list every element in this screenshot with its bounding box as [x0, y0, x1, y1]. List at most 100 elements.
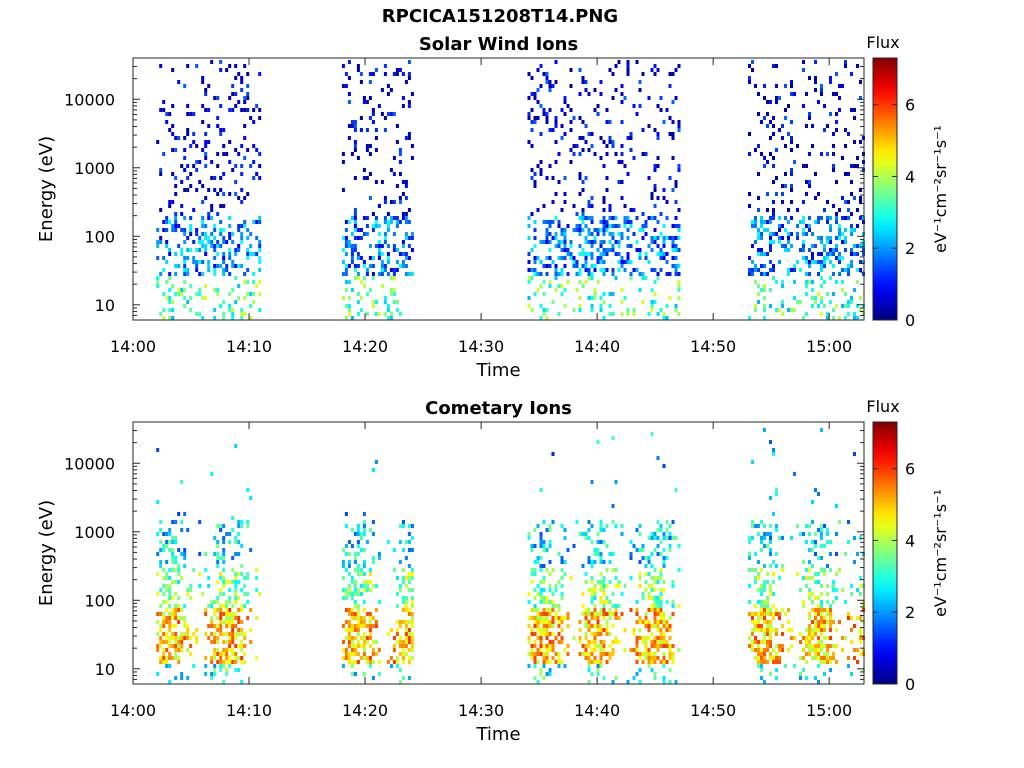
- spectrogram-cell: [674, 536, 678, 540]
- spectrogram-cell: [590, 624, 594, 628]
- spectrogram-cell: [602, 228, 606, 232]
- spectrogram-cell: [650, 656, 654, 660]
- spectrogram-cell: [165, 584, 169, 588]
- spectrogram-cell: [183, 552, 187, 556]
- spectrogram-cell: [392, 644, 396, 648]
- spectrogram-cell: [222, 660, 226, 664]
- spectrogram-cell: [790, 268, 793, 272]
- spectrogram-cell: [659, 572, 663, 576]
- spectrogram-cell: [392, 248, 396, 252]
- spectrogram-cell: [829, 240, 832, 244]
- spectrogram-cell: [225, 668, 229, 672]
- spectrogram-cell: [374, 460, 378, 464]
- spectrogram-cell: [814, 488, 817, 492]
- spectrogram-cell: [246, 92, 250, 96]
- spectrogram-cell: [647, 96, 651, 100]
- spectrogram-cell: [350, 288, 354, 292]
- spectrogram-cell: [371, 212, 375, 216]
- spectrogram-cell: [192, 164, 196, 168]
- spectrogram-cell: [641, 544, 645, 548]
- spectrogram-cell: [656, 456, 660, 460]
- spectrogram-cell: [533, 620, 537, 624]
- spectrogram-cell: [216, 636, 220, 640]
- spectrogram-cell: [365, 660, 369, 664]
- spectrogram-cell: [219, 556, 223, 560]
- spectrogram-cell: [560, 208, 564, 212]
- spectrogram-cell: [530, 276, 534, 280]
- spectrogram-cell: [542, 108, 546, 112]
- spectrogram-cell: [201, 260, 205, 264]
- spectrogram-cell: [228, 660, 232, 664]
- spectrogram-cell: [551, 568, 555, 572]
- spectrogram-cell: [398, 196, 402, 200]
- spectrogram-cell: [599, 580, 603, 584]
- spectrogram-cell: [814, 88, 817, 92]
- spectrogram-cell: [596, 672, 600, 676]
- spectrogram-cell: [407, 608, 411, 612]
- spectrogram-cell: [392, 288, 396, 292]
- spectrogram-cell: [407, 72, 411, 76]
- spectrogram-cell: [180, 288, 184, 292]
- spectrogram-cell: [605, 228, 609, 232]
- spectrogram-cell: [632, 648, 636, 652]
- spectrogram-cell: [614, 612, 618, 616]
- spectrogram-cell: [216, 580, 220, 584]
- spectrogram-cell: [228, 624, 232, 628]
- spectrogram-cell: [772, 512, 775, 516]
- spectrogram-cell: [222, 580, 226, 584]
- spectrogram-cell: [620, 236, 624, 240]
- spectrogram-cell: [596, 248, 600, 252]
- spectrogram-cell: [171, 632, 175, 636]
- spectrogram-cell: [554, 80, 558, 84]
- spectrogram-cell: [186, 236, 190, 240]
- spectrogram-cell: [647, 592, 651, 596]
- spectrogram-cell: [183, 256, 187, 260]
- spectrogram-cell: [362, 652, 366, 656]
- spectrogram-cell: [404, 212, 408, 216]
- spectrogram-cell: [820, 532, 823, 536]
- spectrogram-cell: [398, 160, 402, 164]
- spectrogram-cell: [216, 524, 220, 528]
- spectrogram-cell: [356, 312, 360, 316]
- spectrogram-cell: [802, 604, 805, 608]
- spectrogram-cell: [359, 644, 363, 648]
- spectrogram-cell: [608, 560, 612, 564]
- spectrogram-cell: [186, 624, 190, 628]
- spectrogram-cell: [781, 284, 784, 288]
- x-tick-label: 14:30: [458, 701, 504, 720]
- spectrogram-cell: [611, 216, 615, 220]
- spectrogram-cell: [410, 656, 414, 660]
- spectrogram-cell: [383, 300, 387, 304]
- spectrogram-cell: [539, 556, 543, 560]
- spectrogram-cell: [222, 260, 226, 264]
- spectrogram-cell: [590, 216, 594, 220]
- spectrogram-cell: [659, 568, 663, 572]
- spectrogram-cell: [623, 296, 627, 300]
- spectrogram-cell: [207, 84, 211, 88]
- spectrogram-cell: [599, 612, 603, 616]
- spectrogram-cell: [404, 180, 408, 184]
- spectrogram-cell: [371, 640, 375, 644]
- spectrogram-cell: [668, 532, 672, 536]
- spectrogram-cell: [787, 132, 790, 136]
- spectrogram-cell: [237, 248, 241, 252]
- spectrogram-cell: [766, 252, 769, 256]
- spectrogram-cell: [757, 588, 760, 592]
- spectrogram-cell: [662, 536, 666, 540]
- spectrogram-cell: [811, 564, 814, 568]
- spectrogram-cell: [662, 564, 666, 568]
- spectrogram-cell: [356, 588, 360, 592]
- spectrogram-cell: [386, 212, 390, 216]
- spectrogram-cell: [165, 260, 169, 264]
- spectrogram-cell: [407, 524, 411, 528]
- spectrogram-cell: [219, 572, 223, 576]
- spectrogram-cell: [258, 260, 262, 264]
- spectrogram-cell: [228, 192, 232, 196]
- spectrogram-cell: [554, 652, 558, 656]
- spectrogram-cell: [237, 668, 241, 672]
- spectrogram-cell: [359, 548, 363, 552]
- spectrogram-cell: [159, 540, 163, 544]
- spectrogram-cell: [626, 220, 630, 224]
- spectrogram-cell: [653, 596, 657, 600]
- spectrogram-cell: [371, 224, 375, 228]
